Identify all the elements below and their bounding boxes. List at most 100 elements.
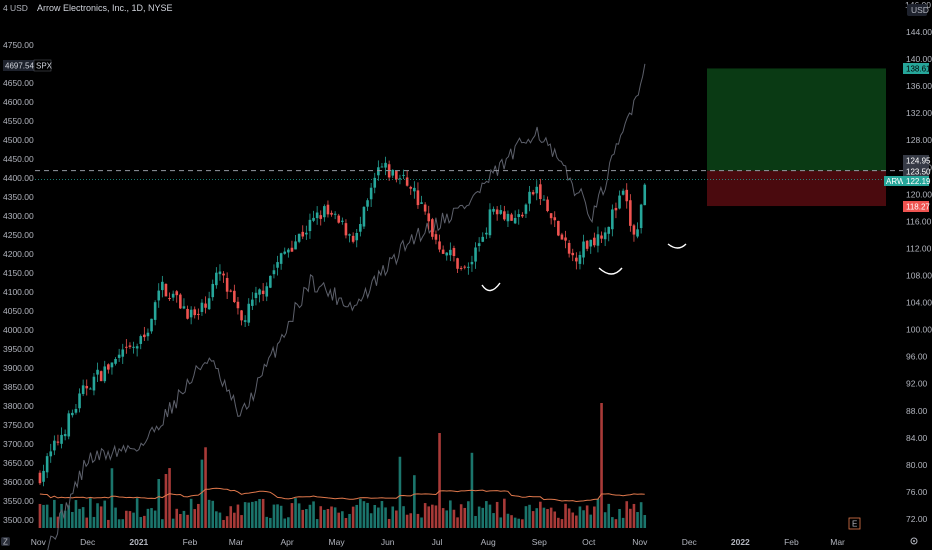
- arw-name-badge: [884, 176, 903, 186]
- volume-bar: [110, 468, 114, 528]
- right-axis-tick: 128.00: [906, 135, 932, 145]
- volume-bar: [161, 519, 164, 528]
- candle-body: [258, 289, 261, 295]
- candle-body: [481, 236, 485, 242]
- left-price-axis[interactable]: 4750.004700.004650.004600.004550.004500.…: [3, 40, 34, 525]
- volume-bar: [463, 507, 467, 528]
- horizontal-price-lines[interactable]: [35, 170, 903, 180]
- right-price-axis[interactable]: 144.00140.00136.00132.00128.00124.00120.…: [906, 27, 932, 524]
- settings-icon[interactable]: [910, 537, 918, 545]
- loss-zone[interactable]: [707, 170, 886, 207]
- candle-body: [614, 207, 618, 211]
- left-axis-tick: 4300.00: [3, 211, 34, 221]
- candle-body: [283, 251, 287, 254]
- volume-bar: [67, 505, 71, 528]
- candle-body: [240, 310, 243, 321]
- candle-body: [323, 206, 326, 218]
- candle-body: [114, 358, 117, 364]
- currency-left-label: USD: [10, 3, 28, 13]
- volume-bar: [611, 517, 614, 528]
- volume-bar: [265, 516, 269, 528]
- currency-right-box[interactable]: [907, 4, 927, 16]
- candle-body: [128, 345, 132, 347]
- candle-body: [423, 204, 427, 212]
- time-axis-tick: May: [329, 537, 346, 547]
- left-axis-tick: 3500.00: [3, 515, 34, 525]
- volume-bar: [632, 503, 636, 528]
- entry-price-badge: [903, 155, 929, 166]
- volume-bar: [344, 517, 348, 528]
- volume-bar: [553, 511, 557, 528]
- candle-body: [362, 206, 366, 227]
- right-axis-tick: 92.00: [906, 379, 928, 389]
- time-axis-tick: Dec: [80, 537, 96, 547]
- time-axis-tick: Mar: [229, 537, 244, 547]
- candle-body: [434, 234, 438, 240]
- candle-body: [578, 254, 582, 264]
- candle-body: [60, 434, 63, 444]
- volume-bar: [521, 519, 524, 528]
- drawn-curve[interactable]: [481, 282, 501, 292]
- volume-bar: [319, 506, 323, 528]
- candle-body: [333, 213, 337, 215]
- candle-body: [506, 213, 510, 222]
- candle-body: [42, 470, 45, 482]
- left-axis-tick: 4550.00: [3, 116, 34, 126]
- left-axis-tick: 4350.00: [3, 192, 34, 202]
- left-axis-tick: 3650.00: [3, 458, 34, 468]
- right-axis-tick: 88.00: [906, 406, 928, 416]
- candle-body: [344, 223, 348, 236]
- candle-body: [535, 186, 539, 194]
- profit-zone[interactable]: [707, 68, 886, 171]
- candle-body: [92, 376, 96, 391]
- candlestick-series: [38, 156, 647, 487]
- candle-body: [510, 214, 513, 221]
- volume-bar: [215, 511, 218, 528]
- volume-bar: [477, 506, 481, 528]
- volume-bar: [420, 517, 423, 528]
- candle-body: [89, 388, 92, 390]
- candle-body: [225, 277, 229, 292]
- volume-bar: [107, 519, 110, 528]
- volume-bar: [564, 503, 567, 528]
- candle-body: [549, 213, 553, 219]
- time-axis-tick: Apr: [281, 537, 294, 547]
- volume-bar: [495, 501, 499, 528]
- candle-body: [459, 267, 463, 269]
- volume-bar: [341, 511, 344, 528]
- time-axis-tick: Nov: [632, 537, 648, 547]
- candle-body: [197, 313, 200, 315]
- position-zones[interactable]: [707, 68, 886, 207]
- candle-body: [409, 186, 413, 189]
- left-axis-tick: 3800.00: [3, 401, 34, 411]
- candle-body: [179, 294, 182, 309]
- volume-bar: [506, 513, 510, 528]
- time-axis[interactable]: Nov Dec 2021 Feb Mar Apr May Jun Jul Aug Sep Oct Nov…: [31, 537, 845, 547]
- volume-bar: [301, 509, 305, 528]
- volume-bar: [258, 498, 261, 528]
- candle-body: [377, 167, 380, 176]
- candle-body: [557, 220, 560, 236]
- volume-bar: [621, 517, 625, 528]
- candle-body: [639, 204, 643, 229]
- volume-bar: [488, 504, 492, 528]
- left-axis-tick: 3550.00: [3, 496, 34, 506]
- right-axis-tick: 76.00: [906, 487, 928, 497]
- candle-body: [575, 257, 578, 262]
- time-axis-tick: Jul: [432, 537, 443, 547]
- z-marker[interactable]: [1, 537, 10, 546]
- volume-bar: [398, 456, 402, 528]
- time-axis-tick: Dec: [682, 537, 698, 547]
- candle-body: [182, 306, 186, 309]
- drawn-curve[interactable]: [598, 267, 623, 275]
- volume-bar: [524, 506, 528, 528]
- volume-bar: [517, 518, 521, 528]
- earnings-marker[interactable]: [848, 517, 861, 530]
- drawn-curve[interactable]: [667, 243, 687, 249]
- candle-body: [308, 219, 312, 232]
- volume-bar: [168, 468, 171, 528]
- time-axis-tick: 2022: [731, 537, 750, 547]
- candle-body: [290, 247, 294, 252]
- candle-body: [528, 191, 531, 204]
